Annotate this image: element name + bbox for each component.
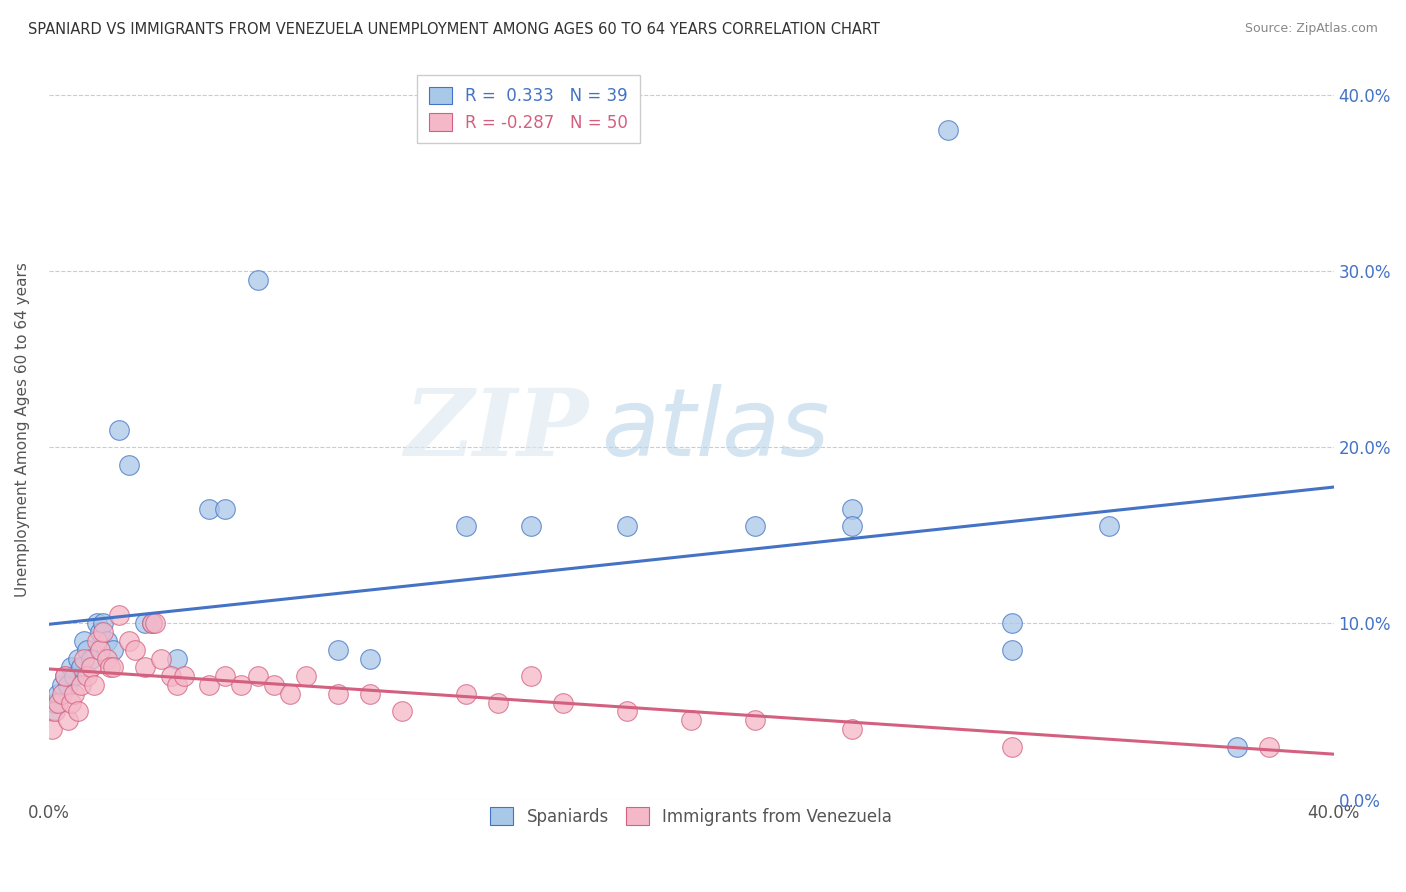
Point xyxy=(173,669,195,683)
Point xyxy=(166,651,188,665)
Point xyxy=(141,616,163,631)
Point xyxy=(198,678,221,692)
Point xyxy=(53,669,76,683)
Point xyxy=(214,501,236,516)
Point xyxy=(1226,739,1249,754)
Text: Source: ZipAtlas.com: Source: ZipAtlas.com xyxy=(1244,22,1378,36)
Point xyxy=(1258,739,1281,754)
Point xyxy=(519,669,541,683)
Point xyxy=(841,722,863,736)
Point xyxy=(48,687,70,701)
Point xyxy=(41,722,63,736)
Point xyxy=(79,651,101,665)
Text: SPANIARD VS IMMIGRANTS FROM VENEZUELA UNEMPLOYMENT AMONG AGES 60 TO 64 YEARS COR: SPANIARD VS IMMIGRANTS FROM VENEZUELA UN… xyxy=(28,22,880,37)
Point xyxy=(159,669,181,683)
Point xyxy=(93,625,115,640)
Point xyxy=(73,634,96,648)
Point xyxy=(134,660,156,674)
Point xyxy=(96,634,118,648)
Point xyxy=(841,501,863,516)
Y-axis label: Unemployment Among Ages 60 to 64 years: Unemployment Among Ages 60 to 64 years xyxy=(15,262,30,597)
Point xyxy=(263,678,285,692)
Point xyxy=(73,651,96,665)
Point xyxy=(124,642,146,657)
Point xyxy=(93,616,115,631)
Point xyxy=(63,669,86,683)
Point xyxy=(326,642,349,657)
Point xyxy=(48,696,70,710)
Point xyxy=(44,705,66,719)
Point xyxy=(101,660,124,674)
Point xyxy=(616,519,638,533)
Point xyxy=(1001,739,1024,754)
Point xyxy=(63,687,86,701)
Point xyxy=(60,660,83,674)
Point xyxy=(456,519,478,533)
Point xyxy=(79,660,101,674)
Point xyxy=(108,607,131,622)
Point xyxy=(294,669,316,683)
Legend: Spaniards, Immigrants from Venezuela: Spaniards, Immigrants from Venezuela xyxy=(479,797,903,836)
Point xyxy=(89,642,111,657)
Point xyxy=(744,519,766,533)
Point xyxy=(143,616,166,631)
Point xyxy=(134,616,156,631)
Point xyxy=(326,687,349,701)
Point xyxy=(118,458,141,472)
Point xyxy=(488,696,510,710)
Point xyxy=(1001,616,1024,631)
Point xyxy=(1001,642,1024,657)
Point xyxy=(98,660,121,674)
Point xyxy=(198,501,221,516)
Point xyxy=(246,273,269,287)
Point xyxy=(519,519,541,533)
Point xyxy=(231,678,253,692)
Point xyxy=(108,423,131,437)
Point xyxy=(41,705,63,719)
Point xyxy=(86,616,108,631)
Point xyxy=(391,705,413,719)
Point xyxy=(118,634,141,648)
Point xyxy=(841,519,863,533)
Point xyxy=(101,642,124,657)
Point xyxy=(141,616,163,631)
Point xyxy=(83,678,105,692)
Point xyxy=(86,634,108,648)
Point xyxy=(936,123,959,137)
Point xyxy=(44,696,66,710)
Point xyxy=(70,660,93,674)
Point xyxy=(89,625,111,640)
Point xyxy=(359,651,381,665)
Point xyxy=(96,651,118,665)
Point xyxy=(744,713,766,727)
Point xyxy=(76,642,98,657)
Point xyxy=(60,696,83,710)
Point xyxy=(70,678,93,692)
Point xyxy=(456,687,478,701)
Point xyxy=(53,669,76,683)
Point xyxy=(214,669,236,683)
Point xyxy=(66,651,89,665)
Point xyxy=(359,687,381,701)
Point xyxy=(51,687,73,701)
Point xyxy=(246,669,269,683)
Point xyxy=(76,669,98,683)
Point xyxy=(681,713,703,727)
Point xyxy=(166,678,188,692)
Text: atlas: atlas xyxy=(602,384,830,475)
Point xyxy=(278,687,301,701)
Point xyxy=(551,696,574,710)
Text: ZIP: ZIP xyxy=(404,384,588,475)
Point xyxy=(1098,519,1121,533)
Point xyxy=(66,705,89,719)
Point xyxy=(150,651,173,665)
Point xyxy=(616,705,638,719)
Point xyxy=(51,678,73,692)
Point xyxy=(56,678,79,692)
Point xyxy=(56,713,79,727)
